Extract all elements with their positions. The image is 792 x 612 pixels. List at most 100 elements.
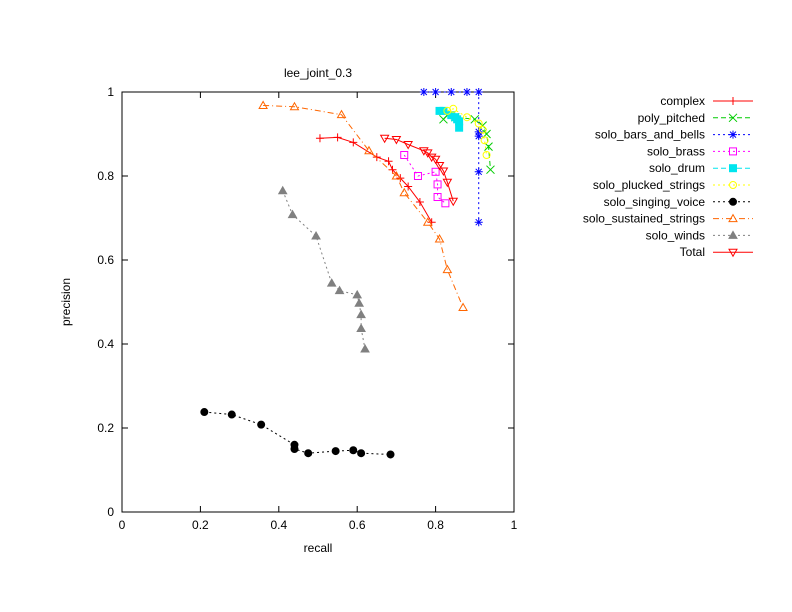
- legend-marker: [728, 113, 738, 123]
- data-point: [442, 264, 453, 274]
- data-point: [257, 420, 266, 429]
- legend-item: solo_drum: [649, 161, 753, 175]
- plot-frame: [121, 91, 515, 513]
- data-point: [311, 231, 321, 240]
- data-point: [352, 289, 363, 299]
- data-point: [443, 106, 452, 115]
- data-point: [200, 408, 209, 417]
- x-tick-label: 0.6: [349, 518, 366, 532]
- x-tick-label: 1: [511, 518, 518, 532]
- data-point: [462, 88, 471, 96]
- legend-marker: [729, 147, 737, 156]
- data-point: [360, 344, 370, 353]
- legend-item: solo_bars_and_bells: [595, 128, 753, 142]
- series-line: [447, 108, 488, 156]
- plot-border: [121, 91, 515, 513]
- data-point: [462, 113, 471, 122]
- data-point: [403, 141, 414, 150]
- data-point: [448, 197, 459, 207]
- legend: complex poly_pitched solo_bars_and_bellsso…: [583, 94, 753, 259]
- x-axis-label: recall: [304, 541, 333, 555]
- data-point: [391, 170, 402, 180]
- data-point: [438, 167, 449, 176]
- y-tick-label: 0.8: [97, 169, 114, 183]
- data-point: [447, 88, 456, 96]
- data-point: [258, 100, 268, 109]
- data-point: [434, 233, 445, 243]
- series-solo-winds: [277, 185, 370, 353]
- series-solo-sustained-strings: [258, 100, 468, 311]
- series-line: [263, 104, 464, 308]
- series-solo-bars-and-bells: [419, 88, 483, 227]
- legend-item: solo_plucked_strings: [593, 178, 753, 192]
- legend-item: solo_winds: [646, 228, 753, 242]
- data-point: [470, 114, 480, 124]
- data-point: [422, 217, 433, 226]
- data-point: [354, 298, 365, 307]
- data-point: [357, 449, 366, 458]
- data-point: [474, 127, 483, 136]
- series-layer: [200, 88, 495, 459]
- data-point: [379, 134, 390, 144]
- data-point: [455, 123, 464, 132]
- legend-label: solo_sustained_strings: [583, 212, 705, 226]
- legend-label: solo_winds: [646, 228, 705, 242]
- series-Total: [379, 134, 459, 207]
- data-point: [315, 134, 324, 143]
- legend-item: Total: [680, 245, 753, 259]
- data-point: [336, 109, 347, 119]
- legend-marker: [728, 213, 738, 223]
- y-tick-label: 0.4: [97, 337, 114, 351]
- data-point: [441, 199, 450, 208]
- data-point: [474, 132, 483, 141]
- data-point: [442, 178, 453, 188]
- data-point: [433, 193, 442, 201]
- legend-marker: [729, 97, 737, 105]
- data-point: [364, 145, 374, 155]
- y-tick-label: 0: [107, 505, 114, 519]
- legend-label: complex: [660, 94, 705, 108]
- x-tick-label: 0.8: [427, 518, 444, 532]
- data-point: [384, 157, 393, 166]
- data-point: [430, 155, 441, 165]
- data-point: [474, 167, 483, 176]
- data-point: [413, 172, 422, 180]
- legend-item: solo_singing_voice: [604, 195, 753, 209]
- legend-label: solo_brass: [647, 144, 705, 158]
- data-point: [480, 136, 489, 145]
- data-point: [478, 125, 487, 134]
- x-tick-label: 0: [119, 518, 126, 532]
- data-point: [434, 162, 445, 171]
- data-point: [419, 88, 428, 96]
- series-solo-plucked-strings: [443, 104, 491, 159]
- data-point: [431, 88, 440, 96]
- legend-label: solo_bars_and_bells: [595, 128, 705, 142]
- data-point: [349, 446, 358, 455]
- data-point: [333, 133, 342, 142]
- data-point: [290, 445, 299, 453]
- axis-ticks: 0 0.2 0.4 0.6 0.8 1 0 0.2 0.4 0.6 0.8 1: [97, 85, 517, 532]
- chart-title: lee_joint_0.3: [284, 66, 352, 80]
- data-point: [404, 182, 413, 191]
- data-point: [372, 153, 381, 162]
- data-point: [326, 278, 337, 287]
- data-point: [399, 187, 410, 197]
- legend-marker: [729, 197, 737, 206]
- data-point: [418, 147, 429, 156]
- legend-label: poly_pitched: [638, 111, 705, 125]
- x-tick-label: 0.4: [270, 518, 287, 532]
- y-axis-label: precision: [59, 278, 73, 326]
- data-point: [482, 151, 491, 159]
- series-line: [204, 411, 391, 455]
- data-point: [478, 121, 487, 130]
- data-point: [349, 138, 358, 147]
- data-point: [356, 309, 366, 319]
- y-tick-label: 0.2: [97, 421, 114, 435]
- data-point: [449, 104, 458, 113]
- series-line: [319, 136, 433, 223]
- legend-marker: [728, 248, 738, 258]
- data-point: [426, 153, 437, 163]
- legend-marker: [728, 230, 738, 239]
- series-line: [443, 114, 491, 170]
